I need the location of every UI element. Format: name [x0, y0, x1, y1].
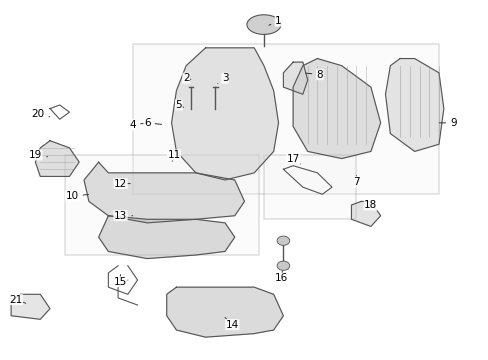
Text: 21: 21	[9, 295, 26, 305]
Text: 16: 16	[274, 271, 287, 283]
Text: 15: 15	[114, 275, 127, 287]
Text: 13: 13	[114, 211, 132, 221]
Bar	[64, 155, 259, 255]
Polygon shape	[99, 216, 234, 258]
Text: 18: 18	[364, 200, 377, 210]
Text: 11: 11	[167, 150, 180, 161]
Text: 20: 20	[31, 109, 50, 119]
Polygon shape	[351, 202, 380, 226]
Text: 14: 14	[224, 318, 239, 330]
Bar	[264, 155, 356, 219]
Text: 9: 9	[438, 118, 456, 128]
Text: 19: 19	[29, 150, 47, 160]
Text: 4: 4	[129, 120, 146, 130]
Polygon shape	[385, 59, 443, 152]
Text: 7: 7	[352, 176, 359, 187]
Polygon shape	[171, 48, 278, 180]
Polygon shape	[283, 62, 307, 94]
Polygon shape	[35, 141, 79, 176]
Polygon shape	[11, 294, 50, 319]
Ellipse shape	[246, 15, 281, 35]
Bar	[132, 44, 438, 194]
Text: 17: 17	[286, 154, 300, 164]
Text: 10: 10	[65, 191, 88, 201]
Circle shape	[277, 261, 289, 270]
Text: 12: 12	[114, 179, 130, 189]
Text: 1: 1	[268, 16, 281, 26]
Circle shape	[277, 236, 289, 246]
Polygon shape	[84, 162, 244, 223]
Text: 6: 6	[143, 118, 161, 128]
Polygon shape	[166, 287, 283, 337]
Polygon shape	[292, 59, 380, 158]
Text: 2: 2	[183, 73, 190, 83]
Text: 3: 3	[217, 73, 228, 84]
Text: 8: 8	[305, 69, 323, 80]
Text: 5: 5	[175, 100, 183, 110]
